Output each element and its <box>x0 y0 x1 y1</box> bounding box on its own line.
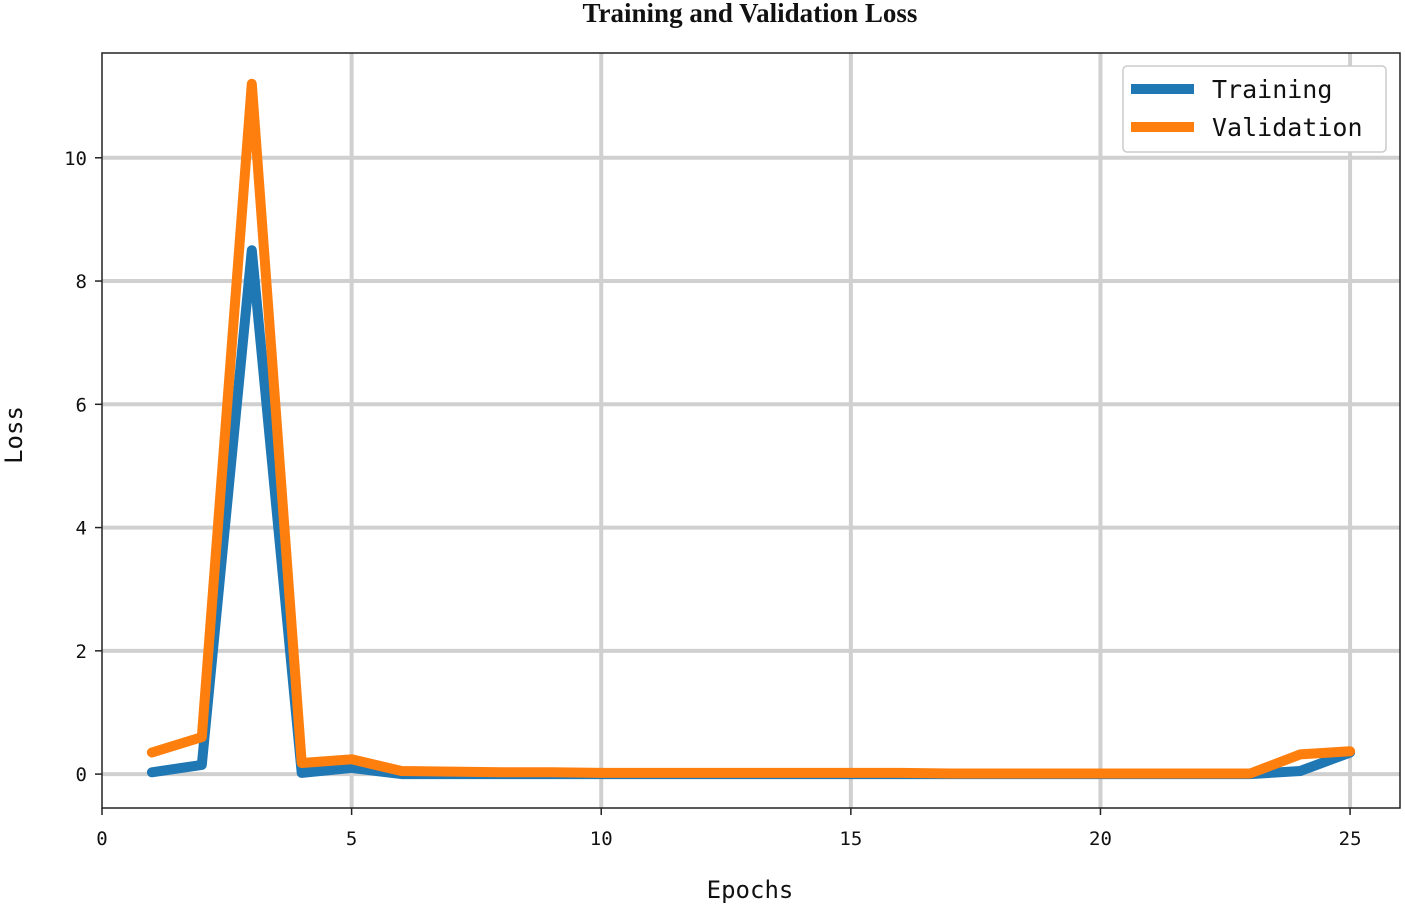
legend-label-validation: Validation <box>1212 113 1363 142</box>
y-tick-label: 8 <box>76 271 87 293</box>
x-tick-label: 20 <box>1089 828 1112 850</box>
x-tick-label: 10 <box>590 828 613 850</box>
legend-label-training: Training <box>1212 75 1332 104</box>
legend: Training Validation <box>1122 65 1387 153</box>
y-tick-label: 0 <box>76 764 87 786</box>
chart-title: Training and Validation Loss <box>583 0 918 28</box>
series-line-training <box>146 245 1356 780</box>
x-tick-label: 15 <box>839 828 862 850</box>
x-tick-label: 5 <box>346 828 357 850</box>
x-axis-ticks: 0 5 10 15 20 25 <box>96 808 1362 850</box>
y-tick-label: 6 <box>76 394 87 416</box>
y-tick-label: 4 <box>76 518 87 540</box>
y-axis-label: Loss <box>0 406 28 464</box>
series-lines <box>146 78 1356 780</box>
x-tick-label: 0 <box>96 828 107 850</box>
x-tick-label: 25 <box>1339 828 1362 850</box>
series-line-validation <box>146 78 1356 779</box>
y-axis-ticks: 0 2 4 6 8 10 <box>64 148 102 786</box>
y-tick-label: 2 <box>76 641 87 663</box>
x-axis-label: Epochs <box>707 876 794 904</box>
plot-frame <box>101 52 1401 809</box>
y-tick-label: 10 <box>64 148 87 170</box>
